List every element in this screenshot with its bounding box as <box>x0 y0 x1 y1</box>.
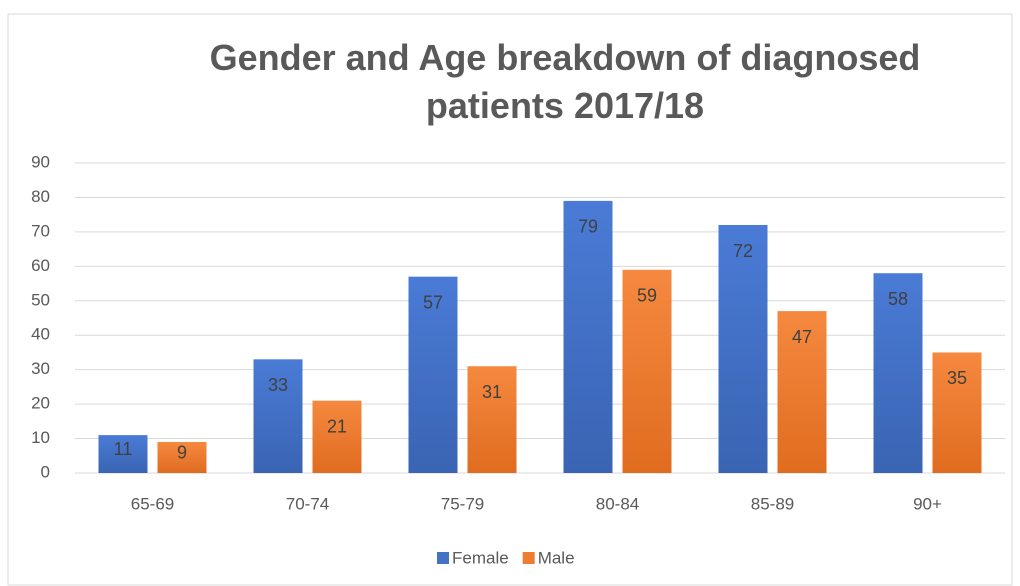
bar <box>777 311 827 473</box>
x-tick-label: 70-74 <box>286 494 329 513</box>
y-tick-label: 30 <box>31 359 50 378</box>
data-label: 79 <box>578 217 598 237</box>
y-tick-label: 0 <box>41 462 50 481</box>
y-tick-label: 70 <box>31 221 50 240</box>
bar <box>157 442 207 473</box>
bar <box>408 276 458 473</box>
data-label: 11 <box>114 439 133 459</box>
legend-label: Male <box>538 548 575 567</box>
data-label: 31 <box>482 382 502 402</box>
y-tick-label: 20 <box>31 394 50 413</box>
legend-swatch <box>522 552 535 564</box>
data-label: 9 <box>177 442 187 462</box>
chart-frame <box>7 13 1013 586</box>
y-tick-label: 90 <box>31 152 50 171</box>
x-tick-label: 85-89 <box>751 494 794 513</box>
bar <box>253 359 303 473</box>
chart-title: Gender and Age breakdown of diagnosed pat… <box>210 37 921 126</box>
y-tick-label: 10 <box>31 428 50 447</box>
data-label: 33 <box>268 375 288 395</box>
bar <box>622 269 672 473</box>
bar <box>718 225 768 473</box>
y-tick-label: 80 <box>31 187 50 206</box>
data-label: 59 <box>637 286 657 306</box>
bar <box>873 273 923 473</box>
bar <box>467 366 517 473</box>
data-label: 57 <box>423 292 443 312</box>
bar <box>932 352 982 473</box>
data-label: 21 <box>327 416 347 436</box>
x-tick-label: 80-84 <box>596 494 639 513</box>
data-label: 58 <box>888 289 908 309</box>
bar <box>98 435 148 473</box>
data-label: 72 <box>733 241 753 261</box>
legend-swatch <box>437 552 449 564</box>
y-tick-label: 40 <box>31 325 50 344</box>
x-tick-label: 75-79 <box>441 494 484 513</box>
bar <box>563 200 613 473</box>
x-tick-label: 90+ <box>913 494 942 513</box>
bar <box>312 400 362 473</box>
y-tick-label: 60 <box>31 256 50 275</box>
legend-label: Female <box>452 548 509 567</box>
data-label: 35 <box>947 368 967 388</box>
data-label: 47 <box>792 327 812 347</box>
y-tick-label: 50 <box>31 290 50 309</box>
x-tick-label: 65-69 <box>131 494 174 513</box>
